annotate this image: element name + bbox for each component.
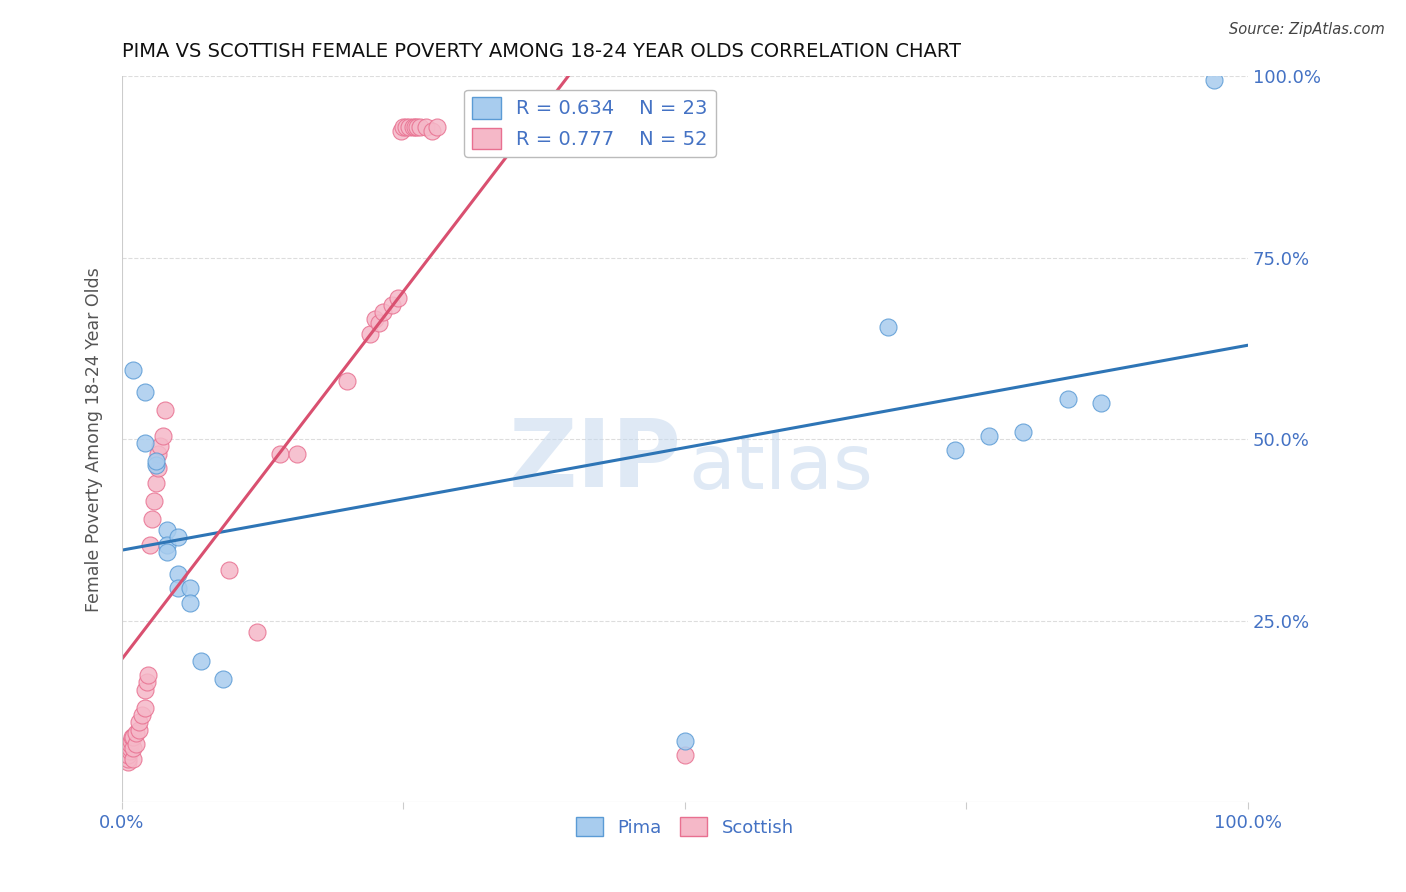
Point (131, 708, 153, 723)
Point (392, 120, 415, 134)
Point (218, 563, 240, 577)
Point (404, 120, 426, 134)
Point (190, 654, 212, 668)
Point (156, 545, 179, 559)
Text: PIMA VS SCOTTISH FEMALE POVERTY AMONG 18-24 YEAR OLDS CORRELATION CHART: PIMA VS SCOTTISH FEMALE POVERTY AMONG 18… (122, 42, 962, 61)
Point (336, 374, 359, 388)
Point (1011, 425, 1033, 439)
Point (167, 530, 190, 544)
Point (406, 120, 429, 134)
Point (246, 624, 269, 639)
Point (139, 537, 162, 551)
Point (118, 737, 141, 751)
Point (409, 120, 432, 134)
Point (212, 672, 235, 686)
Point (142, 494, 165, 508)
Point (128, 715, 150, 730)
Point (367, 316, 389, 330)
Point (128, 723, 150, 737)
Point (364, 312, 387, 326)
Point (122, 363, 145, 377)
Y-axis label: Female Poverty Among 18-24 Year Olds: Female Poverty Among 18-24 Year Olds (86, 267, 103, 612)
Text: atlas: atlas (688, 431, 873, 505)
Point (269, 447, 291, 461)
Point (134, 701, 156, 715)
Point (398, 120, 420, 134)
Point (120, 733, 142, 747)
Point (117, 756, 139, 770)
Point (153, 403, 176, 417)
Point (145, 458, 167, 472)
Point (420, 123, 443, 137)
Point (179, 581, 201, 595)
Point (156, 523, 179, 537)
Point (415, 120, 437, 134)
Point (943, 443, 966, 458)
Point (124, 737, 146, 751)
Point (134, 435, 156, 450)
Point (146, 447, 169, 461)
Point (673, 747, 696, 762)
Point (117, 752, 139, 766)
Point (145, 454, 167, 468)
Point (876, 319, 898, 334)
Point (389, 123, 412, 137)
Point (387, 291, 409, 305)
Point (136, 668, 159, 682)
Point (122, 730, 145, 744)
Point (121, 730, 143, 744)
Point (401, 120, 423, 134)
Point (1090, 396, 1112, 410)
Point (118, 740, 141, 755)
Point (179, 596, 201, 610)
Point (149, 440, 172, 454)
Point (122, 740, 145, 755)
Point (359, 326, 381, 341)
Legend: Pima, Scottish: Pima, Scottish (569, 810, 801, 844)
Point (977, 428, 1000, 442)
Point (673, 733, 696, 747)
Text: ZIP: ZIP (509, 415, 682, 507)
Point (285, 447, 308, 461)
Point (134, 682, 156, 697)
Point (167, 566, 190, 581)
Point (373, 305, 395, 319)
Point (167, 581, 190, 595)
Point (135, 675, 157, 690)
Text: Source: ZipAtlas.com: Source: ZipAtlas.com (1229, 22, 1385, 37)
Point (145, 475, 167, 490)
Point (381, 298, 404, 312)
Point (141, 512, 163, 526)
Point (152, 428, 174, 442)
Point (117, 747, 139, 762)
Point (146, 461, 169, 475)
Point (156, 537, 179, 551)
Point (134, 385, 156, 400)
Point (118, 744, 141, 758)
Point (122, 752, 145, 766)
Point (426, 120, 449, 134)
Point (1056, 392, 1078, 407)
Point (1202, 73, 1225, 87)
Point (395, 120, 418, 134)
Point (124, 726, 146, 740)
